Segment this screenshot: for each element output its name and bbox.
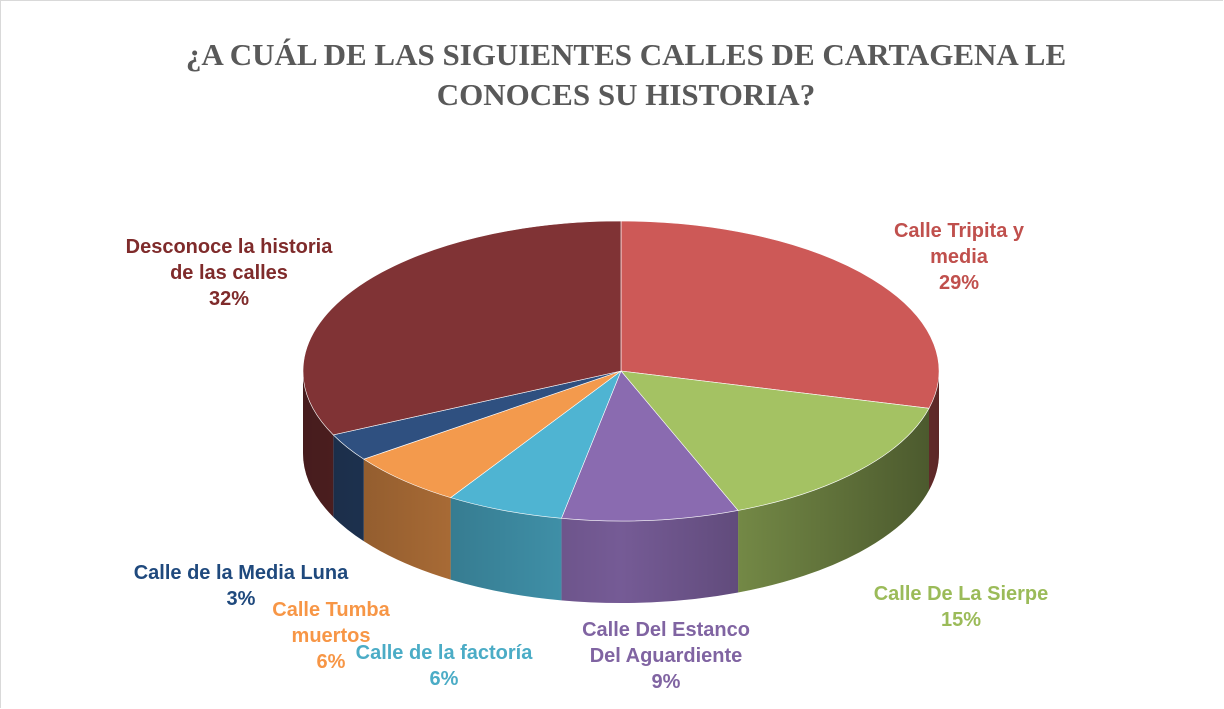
pie-slice bbox=[620, 220, 940, 409]
chart-title: ¿A CUÁL DE LAS SIGUIENTES CALLES DE CART… bbox=[185, 37, 1067, 112]
pie-slice bbox=[620, 370, 930, 511]
pie-slice bbox=[302, 220, 622, 436]
pie-side-shade bbox=[363, 459, 451, 580]
pie-slice bbox=[560, 370, 739, 522]
pie-side-shade bbox=[561, 510, 739, 603]
data-label: Calle de la Media Luna 3% bbox=[131, 560, 351, 612]
slice-value: 15% bbox=[940, 609, 982, 631]
data-label: Calle Del Estanco Del Aguardiente 9% bbox=[566, 617, 766, 695]
slice-value: 6% bbox=[429, 668, 459, 690]
slice-value: 6% bbox=[316, 651, 346, 673]
pie-side-shade bbox=[738, 408, 930, 593]
pie-side-shade bbox=[450, 497, 562, 601]
slice-name: Calle de la Media Luna bbox=[133, 562, 349, 584]
pie-side-shade bbox=[333, 434, 364, 542]
slice-name: Calle Del Estanco Del Aguardiente bbox=[582, 619, 750, 667]
slice-name: Calle Tripita y media bbox=[893, 220, 1025, 268]
slice-name: Calle De La Sierpe bbox=[873, 583, 1049, 605]
pie-slice bbox=[363, 370, 622, 498]
pie-slice bbox=[449, 370, 622, 519]
data-label: Calle De La Sierpe 15% bbox=[856, 581, 1066, 633]
slice-value: 29% bbox=[938, 272, 980, 294]
pie-side-shade bbox=[929, 371, 939, 491]
slice-value: 32% bbox=[208, 288, 250, 310]
pie-side-shade bbox=[303, 371, 334, 517]
slice-name: Desconoce la historia de las calles bbox=[125, 236, 333, 284]
data-label: Desconoce la historia de las calles 32% bbox=[114, 234, 344, 312]
slice-name: Calle de la factoría bbox=[355, 642, 533, 664]
slice-value: 3% bbox=[226, 588, 256, 610]
slice-value: 9% bbox=[651, 671, 681, 693]
data-label: Calle de la factoría 6% bbox=[334, 640, 554, 692]
data-label: Calle Tripita y media 29% bbox=[864, 218, 1054, 296]
slice-name: Calle Tumba muertos bbox=[272, 599, 390, 647]
data-label: Calle Tumba muertos 6% bbox=[256, 597, 406, 675]
